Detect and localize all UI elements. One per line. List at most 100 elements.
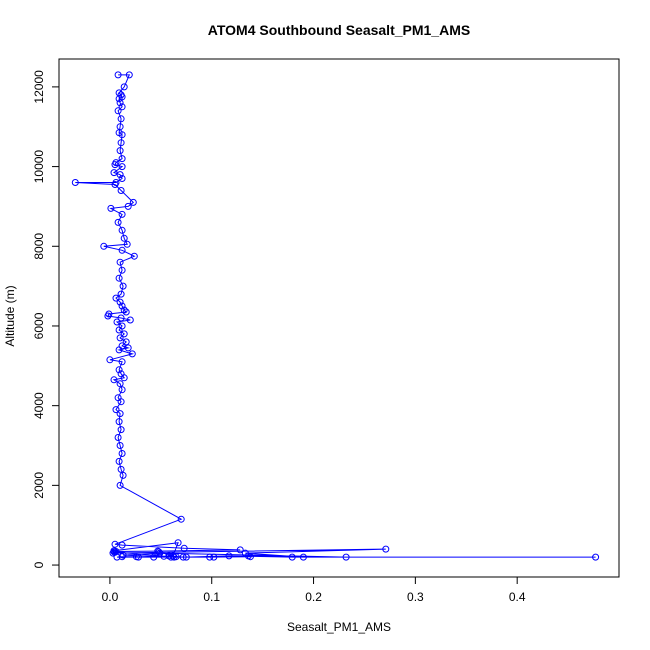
data-point (115, 418, 123, 426)
data-point (114, 107, 122, 115)
data-point (115, 274, 123, 282)
data-point (116, 410, 124, 418)
data-point (118, 226, 126, 234)
data-point (236, 546, 244, 554)
data-point (150, 553, 158, 561)
data-point (118, 103, 126, 111)
data-point (116, 99, 124, 107)
data-point (110, 376, 118, 384)
y-tick-label: 8000 (32, 233, 46, 260)
data-point (118, 210, 126, 218)
data-point (118, 450, 126, 457)
data-point (104, 312, 112, 320)
y-tick-label: 4000 (32, 392, 46, 419)
data-point (122, 308, 130, 316)
data-point (119, 551, 127, 559)
x-axis: 0.0 0.1 0.2 0.3 0.4 (102, 577, 526, 604)
data-point (155, 548, 163, 556)
data-point (116, 258, 124, 266)
y-axis-label: Altitude (m) (3, 285, 17, 346)
data-point (111, 161, 119, 169)
data-point (130, 252, 138, 260)
data-point (118, 155, 126, 163)
data-point (112, 406, 120, 414)
data-point (120, 234, 128, 242)
data-point (119, 471, 127, 479)
chart-title: ATOM4 Southbound Seasalt_PM1_AMS (208, 22, 470, 38)
data-point (111, 540, 119, 548)
data-point (118, 358, 126, 366)
y-axis: 0 2000 4000 6000 8000 10000 12000 (32, 70, 59, 568)
x-axis-label: Seasalt_PM1_AMS (287, 620, 391, 634)
data-point (115, 457, 123, 465)
y-tick-label: 6000 (32, 312, 46, 339)
data-point (107, 204, 115, 212)
x-tick-label: 0.1 (203, 590, 220, 604)
data-point (117, 115, 125, 123)
series-line (75, 74, 596, 558)
data-point (154, 547, 162, 555)
data-point (126, 316, 134, 324)
data-point (106, 356, 114, 364)
data-point (71, 179, 79, 186)
data-point (169, 552, 177, 560)
data-point (288, 553, 296, 561)
data-point (118, 246, 126, 254)
data-point (119, 282, 127, 290)
data-point (115, 326, 123, 334)
series-layer (71, 71, 600, 561)
data-point (118, 302, 126, 310)
data-point (129, 198, 137, 206)
data-point (165, 552, 173, 560)
data-point (115, 346, 123, 354)
data-point (116, 147, 124, 155)
data-point (117, 139, 125, 147)
data-point (123, 240, 131, 248)
data-point (110, 169, 118, 177)
data-point (113, 553, 121, 561)
data-point (225, 552, 233, 560)
data-point (342, 553, 350, 561)
data-point (382, 545, 390, 553)
data-point (120, 83, 128, 91)
data-point (116, 171, 124, 179)
data-point (116, 442, 124, 449)
data-point (114, 71, 122, 79)
x-tick-label: 0.4 (509, 590, 526, 604)
data-point (116, 380, 124, 388)
data-point (120, 374, 128, 382)
data-point (160, 552, 168, 560)
x-tick-label: 0.2 (305, 590, 322, 604)
data-point (180, 544, 188, 552)
data-point (120, 306, 128, 314)
data-point (118, 386, 126, 394)
y-tick-label: 2000 (32, 472, 46, 499)
data-point (122, 338, 130, 346)
data-point (117, 290, 125, 298)
data-point (172, 553, 180, 561)
data-point (179, 553, 187, 561)
data-point (116, 334, 124, 342)
data-point (118, 131, 126, 139)
data-point (125, 71, 133, 79)
y-tick-label: 10000 (32, 150, 46, 184)
y-tick-label: 0 (32, 561, 46, 568)
data-point (116, 298, 124, 306)
data-point (117, 426, 125, 434)
data-point (210, 553, 218, 561)
data-point (128, 350, 136, 358)
data-point (120, 330, 128, 338)
data-point (115, 366, 123, 374)
data-point (100, 242, 108, 250)
data-point (118, 175, 126, 182)
x-tick-label: 0.0 (102, 590, 119, 604)
data-point (112, 294, 120, 302)
data-point (182, 553, 190, 561)
data-point (114, 218, 122, 226)
data-point (177, 515, 185, 523)
y-tick-label: 12000 (32, 70, 46, 104)
data-point (114, 434, 122, 441)
data-point (117, 314, 125, 322)
data-point (117, 398, 125, 406)
